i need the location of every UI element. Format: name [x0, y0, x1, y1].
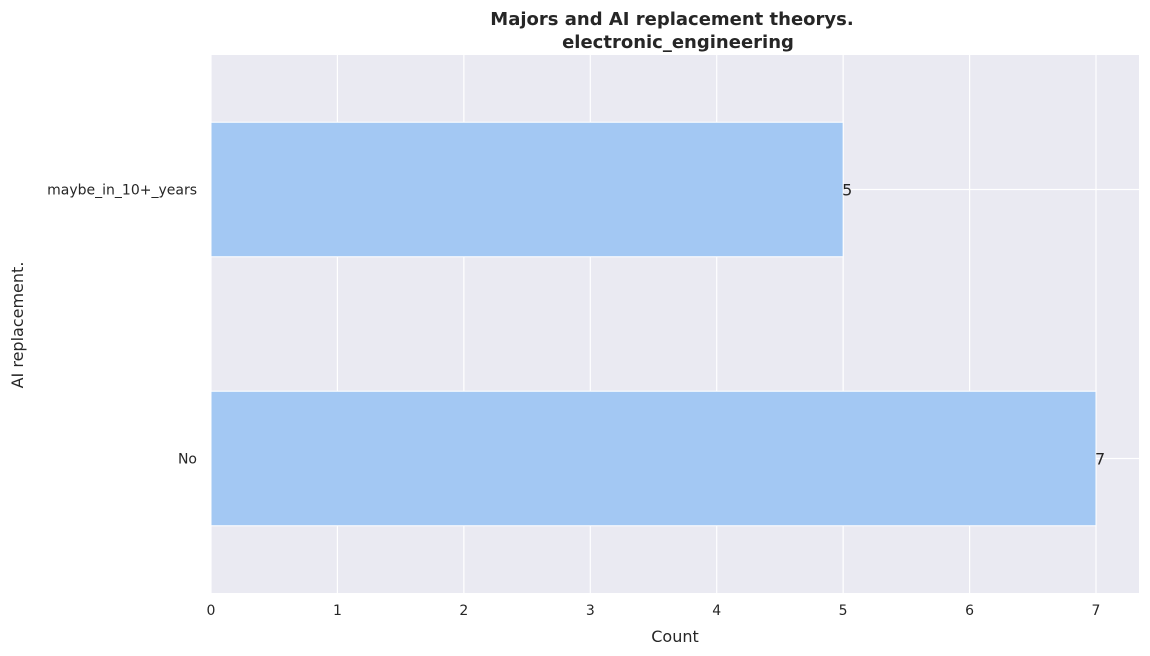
x-axis-label: Count	[651, 627, 699, 646]
x-tick-label: 1	[333, 603, 342, 619]
y-tick-label: No	[178, 452, 197, 468]
x-tick-label: 7	[1092, 603, 1101, 619]
data-label: 7	[1095, 450, 1105, 469]
x-tick-label: 0	[207, 603, 216, 619]
x-tick-label: 5	[839, 603, 848, 619]
chart-title: Majors and AI replacement theorys.	[490, 9, 853, 30]
bar	[210, 121, 844, 258]
chart-subtitle: electronic_engineering	[562, 32, 794, 53]
bar	[210, 390, 1097, 527]
y-axis-ticks: maybe_in_10+_years No	[47, 183, 197, 468]
data-labels: 57	[842, 181, 1105, 469]
y-axis-label: AI replacement.	[8, 262, 27, 389]
bars	[210, 121, 1097, 527]
x-tick-label: 4	[712, 603, 721, 619]
x-axis-ticks: 0 1 2 3 4 5 6 7	[207, 603, 1101, 619]
y-tick-label: maybe_in_10+_years	[47, 183, 197, 199]
data-label: 5	[842, 181, 852, 200]
x-tick-label: 2	[459, 603, 468, 619]
x-tick-label: 3	[586, 603, 595, 619]
x-tick-label: 6	[965, 603, 974, 619]
